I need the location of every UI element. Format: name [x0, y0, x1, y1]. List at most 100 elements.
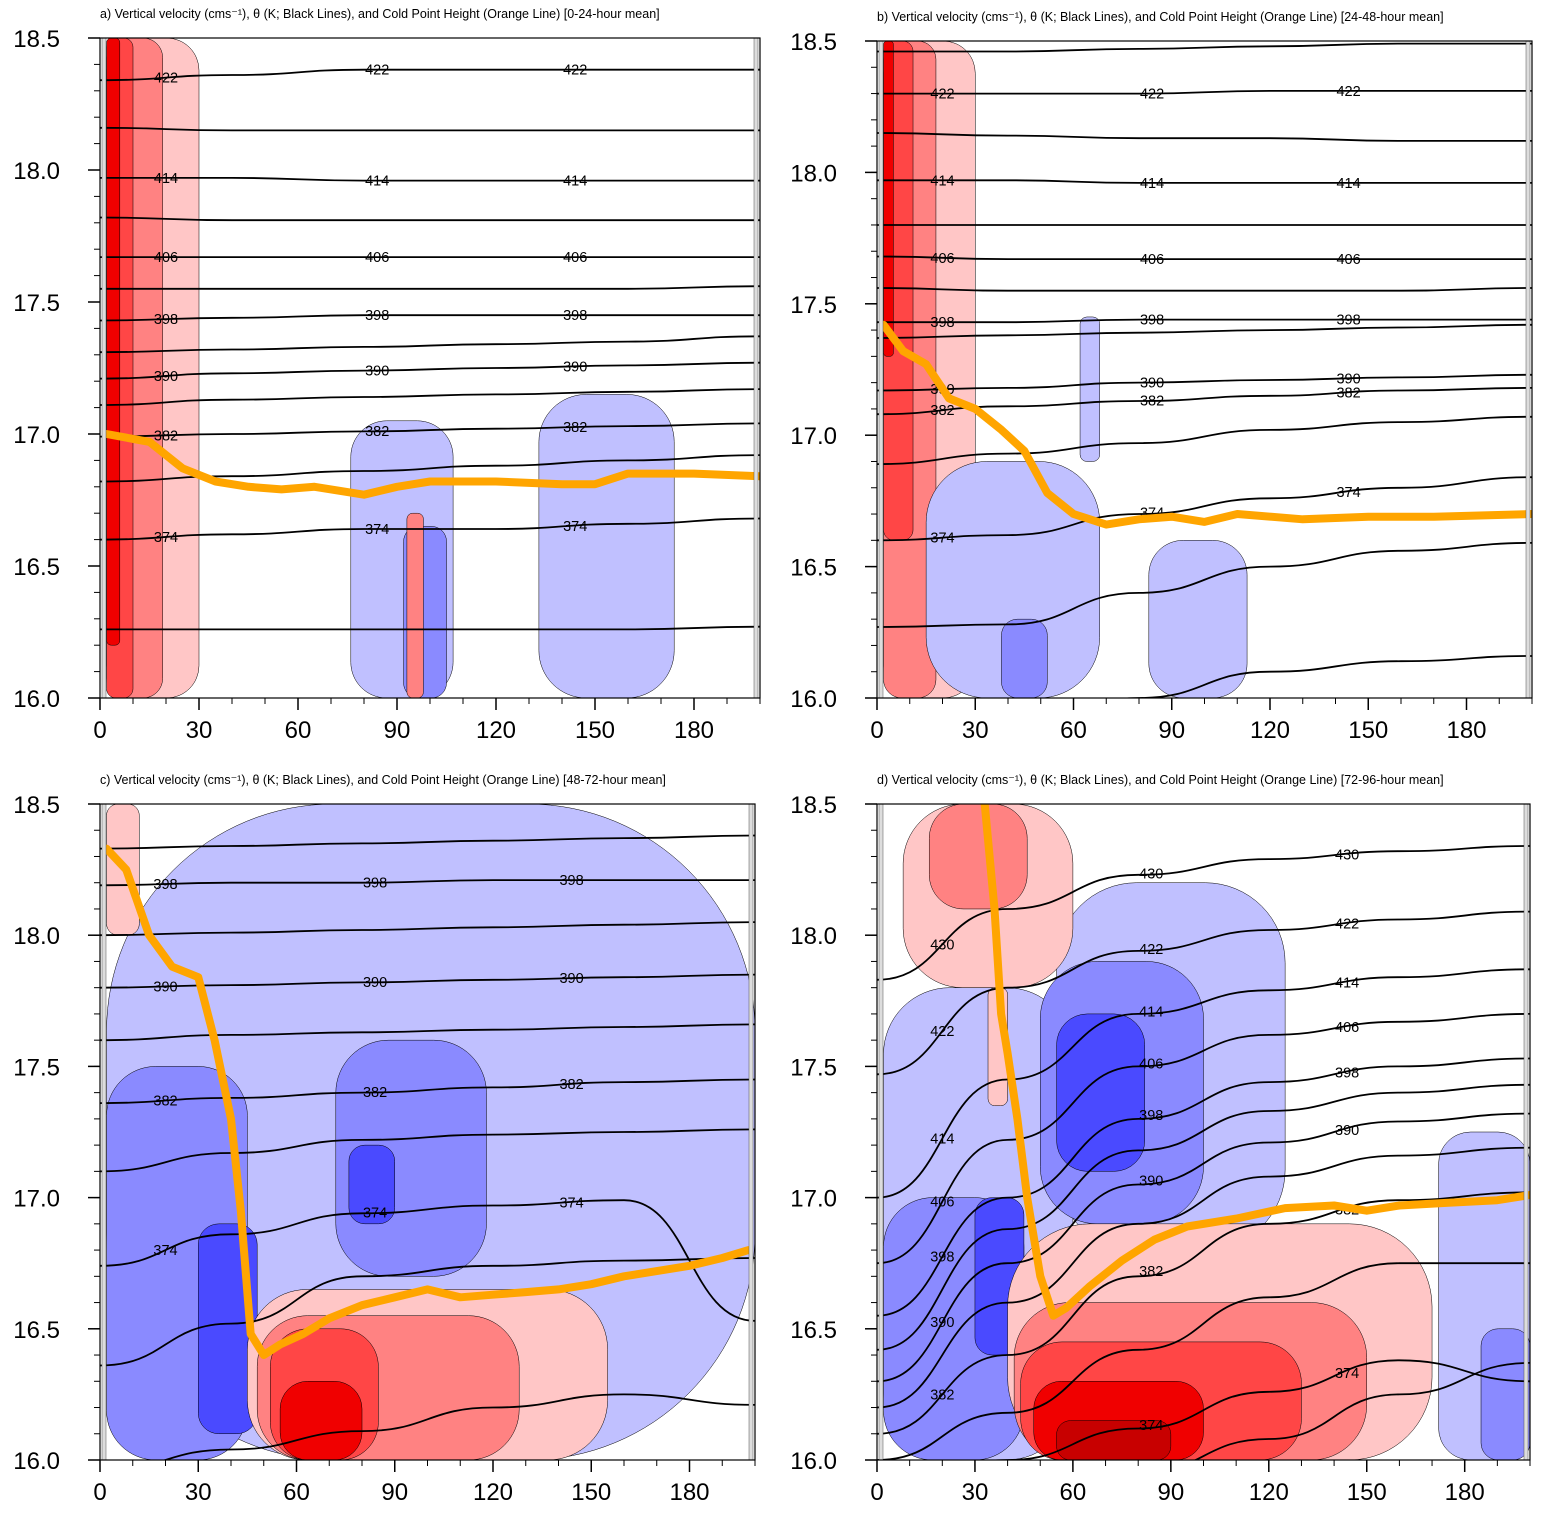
negative-velocity-region — [925, 461, 1100, 698]
contour-label: 390 — [363, 975, 387, 991]
panel-title: d) Vertical velocity (cms⁻¹), θ (K; Blac… — [877, 773, 1444, 787]
contour-label: 374 — [1335, 1366, 1359, 1382]
contour-label: 422 — [563, 63, 587, 79]
contour-label: 398 — [363, 875, 387, 891]
x-tick-label: 150 — [1347, 1479, 1387, 1506]
contour-label: 390 — [154, 369, 178, 385]
contour-label: 390 — [559, 971, 583, 987]
y-tick-label: 18.0 — [790, 923, 837, 950]
theta-contour — [877, 415, 1532, 465]
theta-contour — [100, 285, 760, 290]
contour-label: 414 — [1139, 1005, 1163, 1021]
theta-contour — [100, 1078, 755, 1104]
theta-contour — [877, 1112, 1530, 1383]
contour-label: 374 — [1336, 485, 1360, 501]
theta-contour — [100, 361, 760, 380]
contour-label: 414 — [930, 173, 954, 189]
contour-label: 390 — [1140, 375, 1164, 391]
contour-label: 414 — [563, 174, 587, 190]
panel-title: a) Vertical velocity (cms⁻¹), θ (K; Blac… — [100, 7, 660, 21]
contour-label: 414 — [365, 174, 389, 190]
contour-label: 422 — [930, 87, 954, 103]
theta-contour — [877, 845, 1530, 981]
y-tick-label: 16.0 — [790, 686, 837, 713]
x-tick-label: 180 — [1445, 1479, 1485, 1506]
panel-title: c) Vertical velocity (cms⁻¹), θ (K; Blac… — [100, 773, 666, 787]
theta-contour — [877, 910, 1530, 1076]
contour-label: 422 — [1335, 917, 1359, 933]
y-tick-label: 16.5 — [790, 555, 837, 582]
negative-velocity-region — [1079, 316, 1100, 462]
positive-velocity-region — [106, 38, 121, 646]
y-tick-label: 16.5 — [790, 1317, 837, 1344]
contour-label: 398 — [930, 1250, 954, 1266]
theta-contour — [100, 921, 755, 937]
panel-b: b) Vertical velocity (cms⁻¹), θ (K; Blac… — [790, 10, 1533, 744]
x-tick-label: 60 — [283, 1479, 310, 1506]
theta-contour — [100, 1257, 755, 1367]
theta-contour — [877, 542, 1532, 628]
x-tick-label: 120 — [1249, 1479, 1289, 1506]
theta-contour — [100, 388, 760, 406]
x-tick-label: 60 — [285, 717, 312, 744]
y-tick-label: 17.5 — [13, 290, 60, 317]
theta-contour — [877, 387, 1532, 416]
contour-label: 390 — [930, 1315, 954, 1331]
negative-velocity-region — [1148, 540, 1248, 698]
x-tick-label: 0 — [870, 717, 883, 744]
contour-label: 390 — [1139, 1173, 1163, 1189]
theta-contour — [877, 1146, 1530, 1409]
hatched-edge-left — [101, 803, 107, 1461]
contour-label: 374 — [559, 1195, 583, 1211]
contour-label: 406 — [365, 250, 389, 266]
x-tick-label: 0 — [870, 1479, 883, 1506]
y-tick-label: 17.0 — [790, 1186, 837, 1213]
y-tick-label: 18.5 — [790, 29, 837, 56]
theta-contour — [877, 255, 1532, 261]
theta-contour — [877, 1262, 1530, 1460]
positive-velocity-region — [406, 512, 424, 698]
y-tick-label: 16.0 — [13, 686, 60, 713]
theta-contour — [877, 373, 1532, 392]
y-tick-label: 16.0 — [13, 1448, 60, 1475]
theta-contour — [1120, 655, 1532, 698]
panels: a) Vertical velocity (cms⁻¹), θ (K; Blac… — [13, 7, 1533, 1506]
theta-contour — [100, 422, 760, 438]
x-tick-label: 180 — [669, 1479, 709, 1506]
contour-label: 374 — [1139, 1418, 1163, 1434]
contour-label: 406 — [563, 250, 587, 266]
x-tick-label: 90 — [1158, 717, 1185, 744]
y-tick-label: 18.5 — [13, 792, 60, 819]
x-tick-label: 0 — [93, 1479, 106, 1506]
contour-label: 374 — [153, 1243, 177, 1259]
contour-label: 374 — [363, 1206, 387, 1222]
theta-contour — [100, 879, 755, 887]
theta-contour — [877, 179, 1532, 184]
theta-contour — [100, 216, 760, 222]
x-tick-label: 30 — [962, 717, 989, 744]
contour-label: 398 — [154, 312, 178, 328]
contour-label: 398 — [559, 873, 583, 889]
contour-label: 382 — [365, 424, 389, 440]
contour-label: 382 — [930, 1387, 954, 1403]
contour-label: 406 — [930, 1195, 954, 1211]
contour-label: 398 — [930, 315, 954, 331]
contour-label: 374 — [930, 531, 954, 547]
plot-area: 374 374 374 382 382 382 390 390 390 398 398 398 — [100, 804, 755, 1460]
hatched-edge-right — [1523, 803, 1529, 1461]
contour-label: 406 — [1335, 1020, 1359, 1036]
theta-contour — [877, 318, 1532, 324]
theta-contour — [100, 68, 760, 82]
x-tick-label: 90 — [1157, 1479, 1184, 1506]
theta-contour — [877, 1057, 1530, 1317]
hatched-edge-left — [878, 803, 884, 1461]
contour-label: 422 — [1140, 86, 1164, 102]
theta-contour — [100, 517, 760, 541]
y-tick-label: 17.5 — [790, 1054, 837, 1081]
panel-d: d) Vertical velocity (cms⁻¹), θ (K; Blac… — [790, 773, 1531, 1506]
theta-contour — [100, 973, 755, 989]
x-tick-label: 150 — [1348, 717, 1388, 744]
negative-velocity-region — [1056, 1013, 1145, 1172]
x-tick-label: 30 — [186, 717, 213, 744]
